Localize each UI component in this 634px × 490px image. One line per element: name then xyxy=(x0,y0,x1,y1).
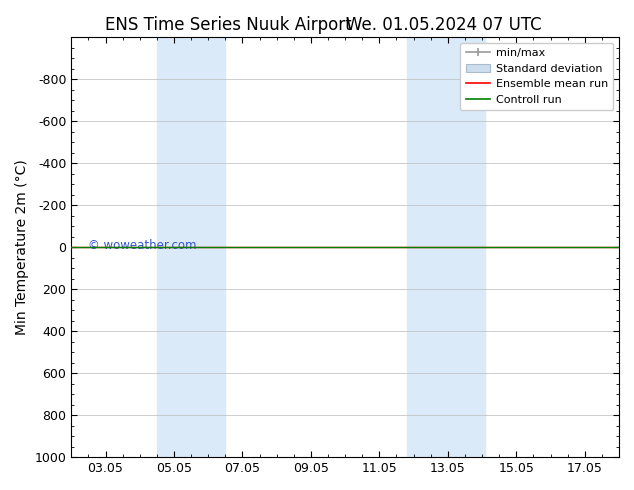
Y-axis label: Min Temperature 2m (°C): Min Temperature 2m (°C) xyxy=(15,159,29,335)
Bar xyxy=(407,37,486,457)
Text: We. 01.05.2024 07 UTC: We. 01.05.2024 07 UTC xyxy=(346,16,541,34)
Text: © woweather.com: © woweather.com xyxy=(87,239,196,252)
Text: ENS Time Series Nuuk Airport: ENS Time Series Nuuk Airport xyxy=(105,16,351,34)
Bar xyxy=(157,37,225,457)
Legend: min/max, Standard deviation, Ensemble mean run, Controll run: min/max, Standard deviation, Ensemble me… xyxy=(460,43,614,110)
